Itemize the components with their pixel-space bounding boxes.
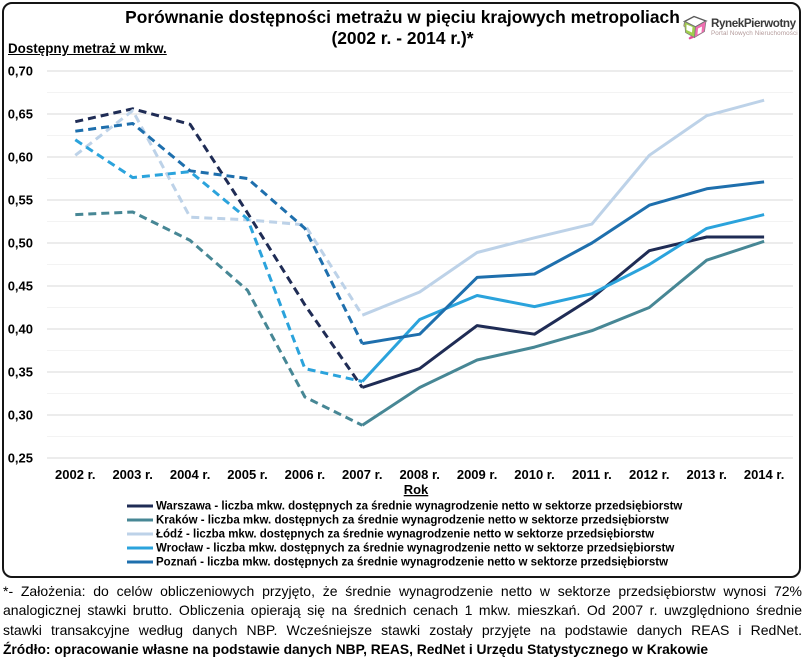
svg-text:0,50: 0,50 [8,236,33,251]
svg-text:Warszawa - liczba mkw. dostępn: Warszawa - liczba mkw. dostępnych za śre… [156,501,682,513]
svg-text:2007 r.: 2007 r. [342,467,383,482]
svg-text:2005 r.: 2005 r. [227,467,268,482]
svg-text:Poznań - liczba mkw. dostępnyc: Poznań - liczba mkw. dostępnych za średn… [156,557,668,569]
svg-text:2008 r.: 2008 r. [399,467,440,482]
svg-text:2003 r.: 2003 r. [112,467,153,482]
svg-text:Kraków - liczba mkw. dostępnyc: Kraków - liczba mkw. dostępnych za średn… [156,515,669,527]
svg-text:Łódź - liczba mkw. dostępnych: Łódź - liczba mkw. dostępnych za średnie… [156,529,654,541]
svg-text:Rok: Rok [404,482,429,497]
svg-text:0,65: 0,65 [8,107,33,122]
svg-text:2004 r.: 2004 r. [170,467,211,482]
svg-text:2006 r.: 2006 r. [285,467,326,482]
svg-text:2014 r.: 2014 r. [744,467,785,482]
svg-text:2009 r.: 2009 r. [457,467,498,482]
svg-text:2010 r.: 2010 r. [514,467,555,482]
svg-text:2012 r.: 2012 r. [629,467,670,482]
svg-text:0,45: 0,45 [8,279,33,294]
svg-text:0,40: 0,40 [8,322,33,337]
svg-text:2011 r.: 2011 r. [572,467,612,482]
svg-text:2013 r.: 2013 r. [686,467,727,482]
svg-text:0,25: 0,25 [8,451,33,466]
svg-text:0,70: 0,70 [8,64,33,79]
svg-text:0,35: 0,35 [8,365,33,380]
svg-text:0,60: 0,60 [8,150,33,165]
svg-text:0,55: 0,55 [8,193,33,208]
svg-text:0,30: 0,30 [8,408,33,423]
svg-text:2002 r.: 2002 r. [55,467,96,482]
svg-text:Wrocław - liczba mkw. dostępny: Wrocław - liczba mkw. dostępnych za śred… [156,543,674,555]
